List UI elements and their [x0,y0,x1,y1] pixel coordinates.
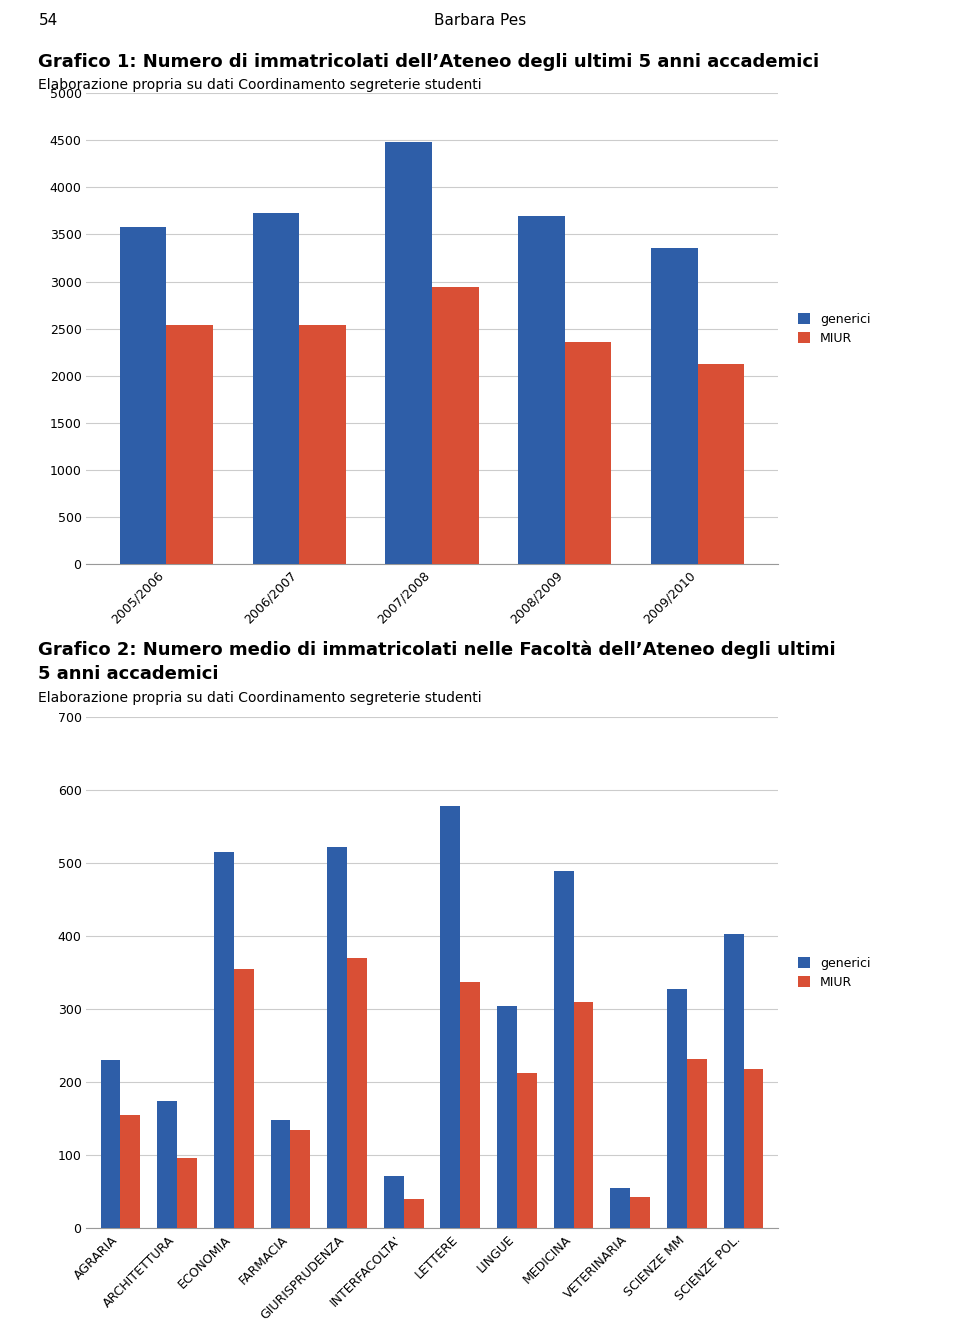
Bar [252,212,300,564]
Text: Barbara Pes: Barbara Pes [434,13,526,28]
Bar [461,983,480,1228]
Bar [300,325,346,564]
Bar [432,287,478,564]
Bar [667,989,687,1228]
Bar [166,325,213,564]
Bar [101,1060,120,1228]
Legend: generici, MIUR: generici, MIUR [798,312,871,345]
Bar [441,806,461,1228]
Legend: generici, MIUR: generici, MIUR [798,956,871,989]
Bar [386,142,432,564]
Bar [347,959,367,1228]
Bar [517,1073,537,1228]
Bar [384,1175,403,1228]
Bar [271,1121,290,1228]
Bar [327,847,347,1228]
Bar [687,1058,707,1228]
Bar [631,1197,650,1228]
Text: Grafico 2: Numero medio di immatricolati nelle Facoltà dell’Ateneo degli ultimi: Grafico 2: Numero medio di immatricolati… [38,640,836,659]
Bar [564,341,612,564]
Text: 5 anni accademici: 5 anni accademici [38,665,219,684]
Text: 54: 54 [38,13,58,28]
Bar [403,1199,423,1228]
Bar [214,853,233,1228]
Bar [554,871,574,1228]
Bar [120,1116,140,1228]
Bar [497,1005,517,1228]
Bar [574,1001,593,1228]
Text: Elaborazione propria su dati Coordinamento segreterie studenti: Elaborazione propria su dati Coordinamen… [38,691,482,705]
Text: Grafico 1: Numero di immatricolati dell’Ateneo degli ultimi 5 anni accademici: Grafico 1: Numero di immatricolati dell’… [38,53,820,72]
Bar [290,1130,310,1228]
Bar [651,247,698,564]
Bar [698,364,744,564]
Bar [611,1189,631,1228]
Bar [233,969,253,1228]
Bar [744,1069,763,1228]
Bar [724,934,744,1228]
Text: Elaborazione propria su dati Coordinamento segreterie studenti: Elaborazione propria su dati Coordinamen… [38,78,482,93]
Bar [177,1158,197,1228]
Bar [120,227,166,564]
Bar [518,216,564,564]
Bar [157,1101,177,1228]
